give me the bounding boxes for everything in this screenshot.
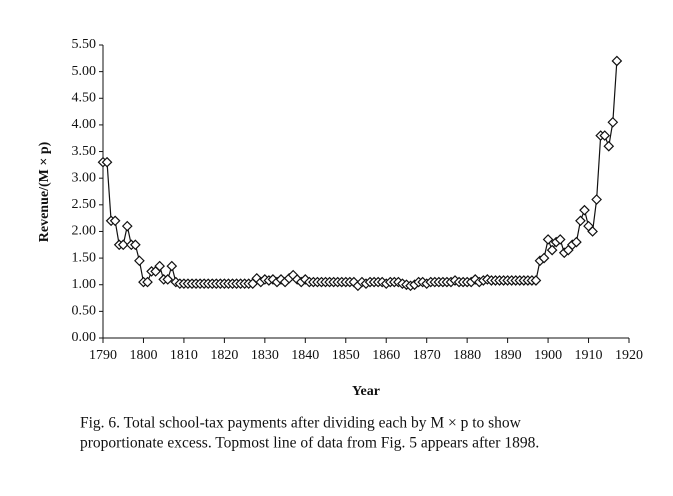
marker (530, 275, 542, 286)
marker (162, 274, 174, 285)
y-axis-label: Revenue/(M × p) (37, 141, 52, 242)
y-tick-label: 0.00 (72, 330, 97, 345)
marker (117, 239, 129, 251)
y-tick-label: 3.00 (72, 170, 97, 185)
marker (575, 215, 586, 227)
caption-line: proportionate excess. Topmost line of da… (80, 435, 539, 452)
marker (607, 116, 619, 128)
x-tick-label: 1840 (291, 348, 319, 363)
x-tick-label: 1810 (170, 348, 198, 363)
y-tick-label: 3.50 (72, 144, 97, 159)
y-tick-label: 1.50 (72, 250, 97, 265)
marker (154, 260, 165, 272)
x-tick-label: 1920 (615, 348, 643, 363)
marker (579, 204, 590, 216)
y-tick-label: 2.50 (72, 197, 97, 212)
marker (611, 55, 623, 67)
marker (603, 140, 615, 152)
y-tick-label: 5.00 (72, 64, 97, 79)
marker (130, 239, 141, 251)
x-tick-label: 1910 (575, 348, 603, 363)
marker (142, 276, 153, 288)
marker (546, 244, 558, 256)
x-tick-label: 1850 (332, 348, 360, 363)
marker (109, 215, 121, 227)
caption-line: Fig. 6. Total school-tax payments after … (80, 415, 522, 432)
y-tick-label: 4.50 (72, 90, 97, 105)
x-tick-label: 1860 (372, 348, 400, 363)
marker (101, 156, 113, 168)
marker (591, 194, 602, 205)
data-line (103, 60, 618, 287)
marker (587, 226, 598, 237)
y-tick-label: 0.50 (72, 304, 97, 319)
y-tick-label: 5.50 (72, 37, 97, 52)
x-tick-label: 1790 (89, 348, 117, 363)
x-tick-label: 1820 (210, 348, 238, 363)
x-tick-label: 1880 (453, 348, 481, 363)
x-tick-label: 1900 (534, 348, 562, 363)
y-tick-label: 2.00 (72, 224, 97, 239)
marker (542, 234, 554, 245)
marker (134, 255, 145, 267)
marker (538, 252, 550, 264)
x-tick-label: 1830 (251, 348, 279, 363)
y-tick-label: 1.00 (72, 277, 97, 292)
marker (166, 260, 178, 272)
marker (571, 236, 582, 248)
x-axis-label: Year (352, 384, 380, 399)
x-tick-label: 1800 (129, 348, 157, 363)
marker (121, 220, 133, 232)
x-tick-label: 1890 (494, 348, 522, 363)
x-tick-label: 1870 (413, 348, 441, 363)
marker (554, 234, 566, 245)
y-tick-label: 4.00 (72, 117, 97, 132)
marker (599, 130, 611, 141)
